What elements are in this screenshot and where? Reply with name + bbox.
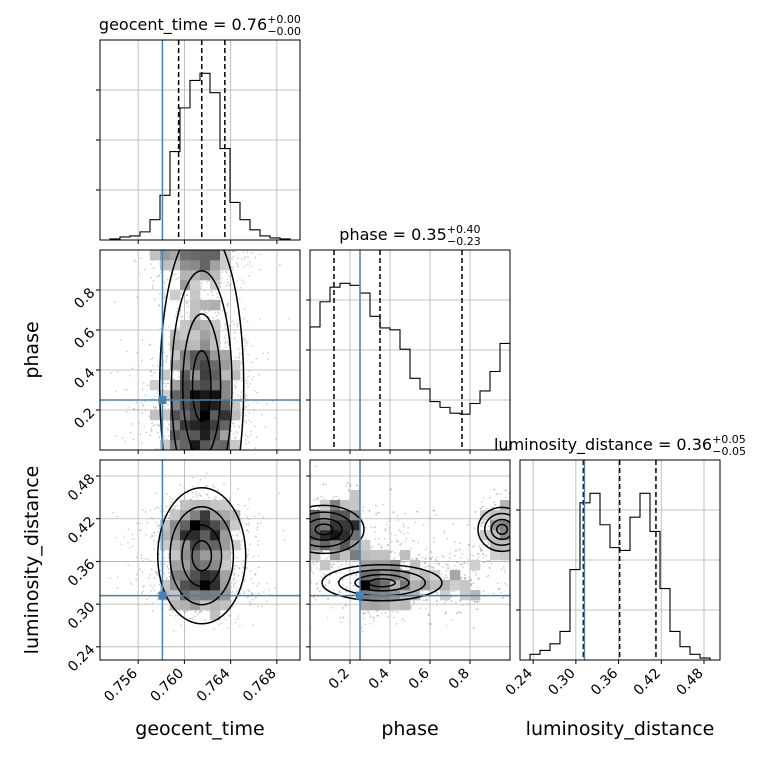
x-tick-label: 0.768 — [240, 666, 280, 706]
y-axis-label-luminosity_distance: luminosity_distance — [21, 466, 43, 655]
x-tick-label: 0.36 — [588, 665, 621, 698]
contours-geocent_time-phase — [158, 250, 245, 450]
y-tick-label: 0.30 — [65, 599, 98, 632]
y-tick-label: 0.8 — [71, 285, 98, 312]
x-tick-label: 0.24 — [503, 665, 536, 698]
density-geocent_time-luminosity_distance — [160, 500, 241, 621]
panel-frame — [309, 459, 511, 661]
panel-frame — [99, 39, 301, 241]
x-tick-label: 0.2 — [326, 666, 353, 693]
x-tick-label: 0.760 — [148, 666, 188, 706]
x-tick-label: 0.30 — [545, 666, 578, 699]
panel-frame — [309, 249, 511, 451]
panel-title-phase: phase = 0.35+0.40 −0.23 — [339, 223, 480, 248]
x-tick-label: 0.48 — [673, 666, 706, 699]
x-tick-label: 0.8 — [446, 666, 473, 693]
panel-title-luminosity_distance: luminosity_distance = 0.36+0.05 −0.05 — [494, 433, 746, 458]
contours-geocent_time-luminosity_distance — [156, 486, 247, 625]
panel-frame — [519, 459, 721, 661]
y-tick-label: 0.6 — [71, 325, 98, 352]
truth-marker — [158, 591, 167, 600]
y-tick-label: 0.2 — [71, 405, 98, 432]
x-tick-label: 0.6 — [406, 665, 433, 692]
panel-frame — [99, 459, 301, 661]
y-tick-label: 0.48 — [65, 471, 98, 504]
x-tick-label: 0.764 — [194, 665, 234, 705]
y-tick-label: 0.4 — [71, 365, 98, 392]
panel-frame — [99, 249, 301, 451]
truth-marker — [356, 591, 364, 600]
x-tick-label: 0.42 — [631, 666, 664, 699]
y-tick-label: 0.24 — [65, 642, 98, 675]
y-axis-label-phase: phase — [21, 321, 43, 378]
histogram-geocent_time — [100, 72, 300, 240]
x-axis-label-phase: phase — [381, 718, 438, 740]
y-tick-label: 0.36 — [65, 556, 98, 589]
truth-marker — [158, 396, 167, 404]
x-tick-label: 0.756 — [101, 665, 141, 705]
x-axis-label-geocent_time: geocent_time — [135, 718, 264, 740]
x-axis-label-luminosity_distance: luminosity_distance — [526, 718, 715, 740]
panel-title-geocent_time: geocent_time = 0.76+0.00 −0.00 — [99, 13, 301, 38]
y-tick-label: 0.42 — [65, 514, 98, 547]
x-tick-label: 0.4 — [366, 665, 393, 692]
histogram-phase — [310, 282, 510, 450]
